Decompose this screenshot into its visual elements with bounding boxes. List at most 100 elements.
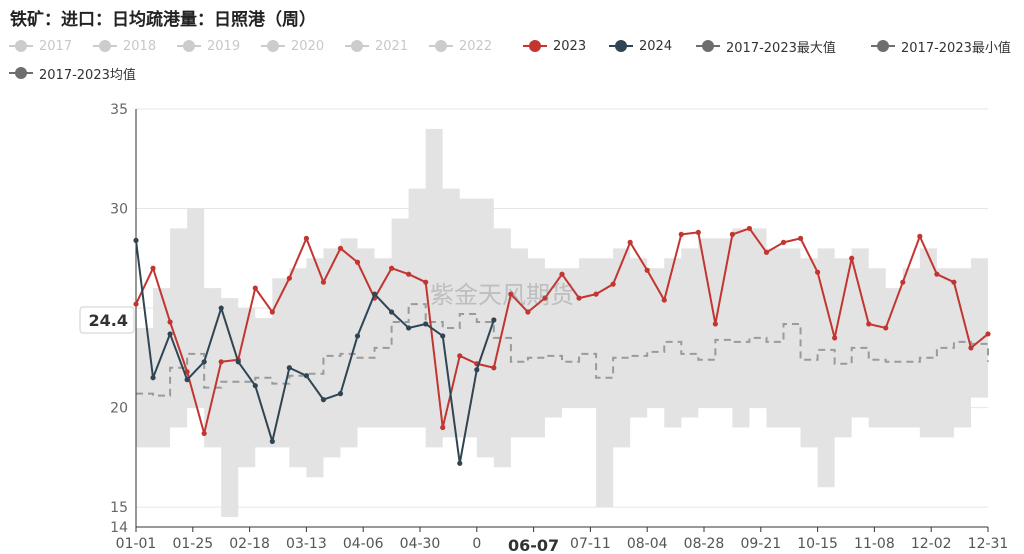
data-point-2023	[729, 231, 736, 237]
legend-line-dot-icon	[261, 40, 285, 52]
legend-item[interactable]: 2017-2023均值	[8, 63, 136, 83]
data-point-2023	[593, 291, 599, 297]
y-tick-label: 35	[110, 102, 128, 118]
data-point-2024	[286, 365, 292, 371]
series-2024	[133, 237, 497, 466]
x-tick-label: 08-28	[684, 536, 725, 552]
data-point-2023	[900, 279, 906, 285]
data-point-2023	[678, 231, 684, 237]
legend-item[interactable]: 2023	[522, 36, 586, 56]
data-point-2023	[423, 279, 429, 285]
legend-item[interactable]: 2021	[344, 36, 408, 56]
x-tick-label: 01-25	[172, 536, 213, 552]
data-point-2023	[440, 424, 446, 431]
data-point-2024	[371, 291, 378, 297]
legend-item[interactable]: 2022	[428, 36, 492, 56]
data-point-2024	[235, 359, 241, 365]
x-tick-label: 03-13	[286, 536, 327, 552]
data-point-2023	[661, 297, 667, 303]
data-point-2023	[849, 255, 855, 261]
data-point-2023	[832, 335, 838, 341]
data-point-2023	[286, 275, 292, 281]
legend-label: 2020	[291, 38, 325, 54]
axis-pointer-box	[79, 306, 135, 334]
data-point-2023	[627, 239, 633, 245]
legend-line-dot-icon	[523, 40, 547, 52]
axis-pointer-label: 24.4	[89, 311, 128, 330]
legend-label: 2024	[639, 38, 673, 54]
data-point-2023	[252, 285, 258, 291]
data-point-2023	[985, 331, 991, 337]
data-point-2024	[406, 325, 412, 331]
legend-item[interactable]: 2018	[92, 36, 156, 56]
data-point-2024	[389, 309, 395, 315]
data-point-2024	[133, 237, 139, 243]
legend-label: 2017-2023最大值	[726, 40, 836, 56]
legend-label: 2021	[375, 38, 409, 54]
data-point-2023	[508, 291, 514, 297]
data-point-2024	[491, 317, 497, 323]
x-tick-label: 04-06	[343, 536, 384, 552]
x-tick-label: 04-30	[400, 536, 441, 552]
data-point-2023	[610, 281, 616, 287]
legend-item[interactable]: 2019	[176, 36, 240, 56]
data-point-2024	[423, 321, 429, 327]
data-point-2024	[252, 383, 258, 389]
data-point-2023	[269, 309, 275, 315]
data-point-2023	[542, 295, 548, 301]
legend-label: 2022	[459, 38, 493, 54]
y-tick-label: 20	[110, 401, 128, 417]
legend-label: 2019	[207, 38, 241, 54]
legend-item[interactable]: 2017-2023最小值	[870, 36, 1011, 56]
data-point-2024	[167, 331, 173, 337]
legend-line-dot-icon	[345, 40, 369, 52]
data-point-2023	[354, 259, 361, 265]
data-point-2023	[150, 265, 156, 271]
legend-label: 2017	[39, 38, 73, 54]
data-point-2024	[337, 391, 344, 397]
data-point-2023	[968, 345, 974, 351]
data-point-2023	[337, 245, 344, 251]
x-tick-label: 12-02	[911, 536, 952, 552]
data-point-2024	[150, 375, 156, 381]
y-tick-label: 15	[110, 500, 128, 516]
x-tick-label: 06-07	[508, 536, 559, 554]
legend-line-dot-icon	[93, 40, 117, 52]
legend-item[interactable]: 2024	[608, 36, 672, 56]
legend-label: 2017-2023均值	[39, 67, 136, 83]
series-2023	[133, 225, 991, 437]
legend-line-dot-icon	[696, 40, 720, 52]
x-tick-label: 07-11	[570, 536, 611, 552]
legend-item[interactable]: 2020	[260, 36, 324, 56]
legend-line-dot-icon	[871, 40, 895, 52]
data-point-2023	[559, 271, 565, 277]
legend-line-dot-icon	[9, 40, 33, 52]
data-point-2024	[320, 397, 327, 403]
data-point-2023	[201, 430, 207, 437]
data-point-2023	[746, 225, 753, 232]
legend-line-dot-icon	[177, 40, 201, 52]
series-line-2024	[135, 240, 495, 465]
data-point-2023	[491, 365, 497, 371]
data-point-2024	[303, 373, 309, 379]
legend-item[interactable]: 2017	[8, 36, 72, 56]
data-point-2023	[815, 269, 821, 275]
min-max-band	[136, 128, 988, 518]
data-point-2023	[866, 321, 872, 327]
legend-item[interactable]: 2017-2023最大值	[695, 36, 836, 56]
data-point-2023	[303, 235, 309, 241]
data-point-2024	[218, 305, 224, 311]
legend-label: 2017-2023最小值	[901, 40, 1011, 56]
data-point-2023	[184, 369, 190, 375]
data-point-2023	[695, 229, 701, 236]
data-point-2023	[320, 279, 327, 285]
data-point-2023	[883, 325, 889, 331]
data-point-2023	[576, 295, 582, 301]
legend-line-dot-icon	[9, 67, 33, 79]
x-tick-label: 09-21	[740, 536, 781, 552]
x-tick-label: 02-18	[229, 536, 270, 552]
data-point-2023	[951, 279, 957, 285]
data-point-2024	[201, 359, 207, 365]
x-tick-label: 0	[472, 536, 481, 552]
